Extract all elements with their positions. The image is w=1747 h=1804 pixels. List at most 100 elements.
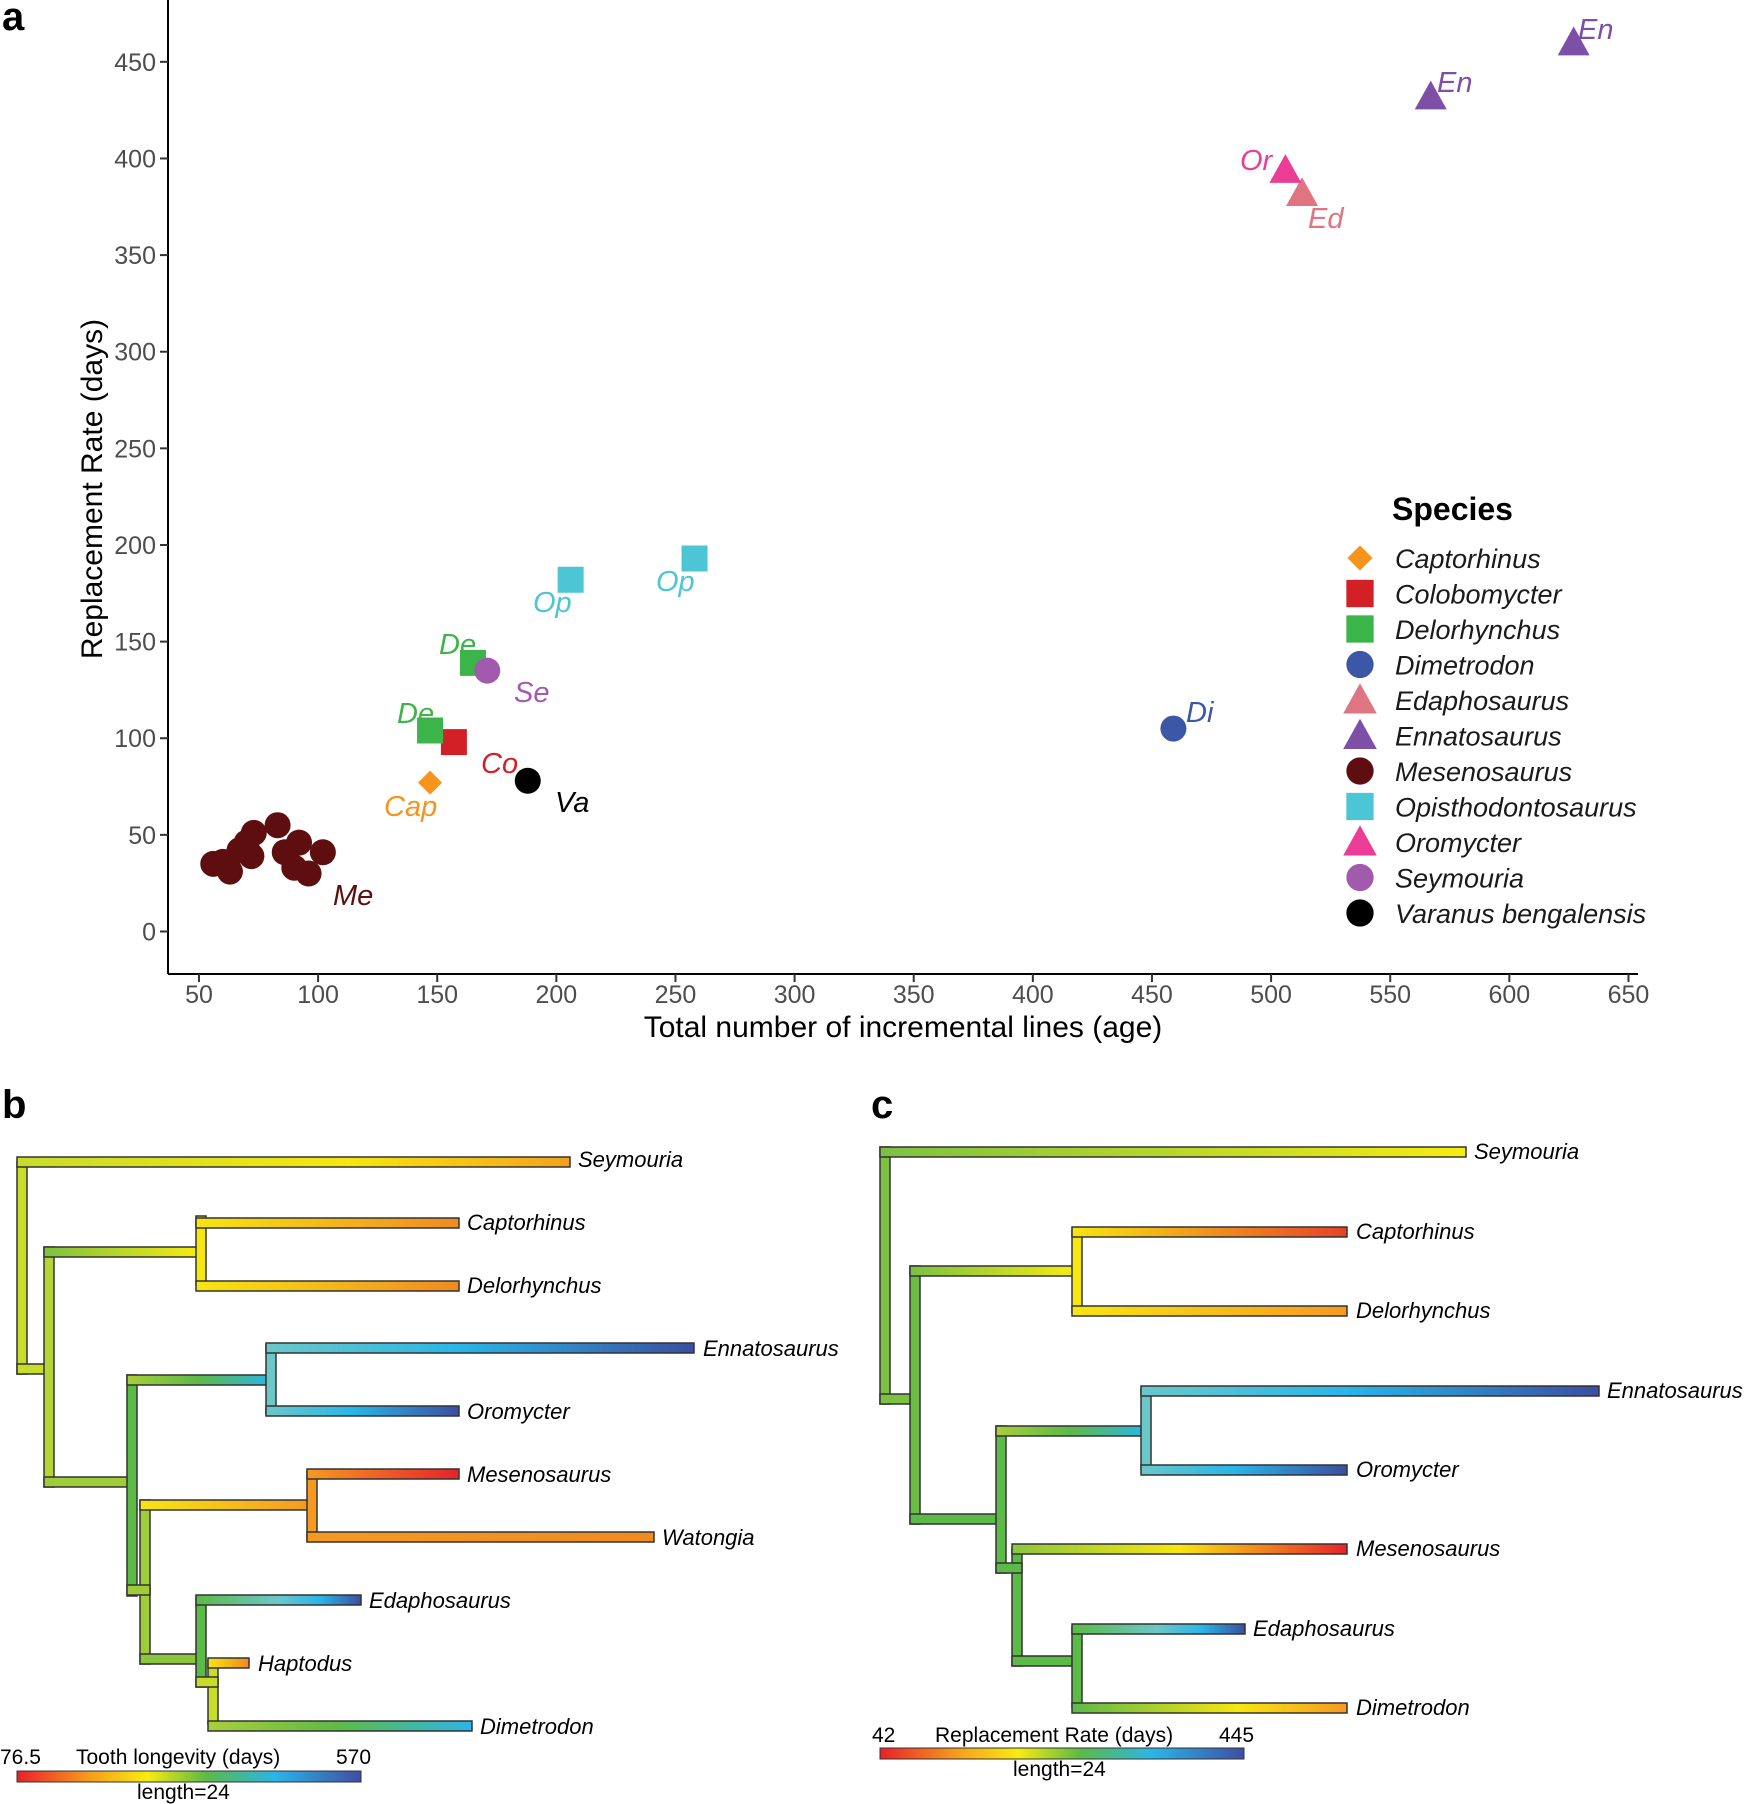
annotation-or: Or <box>1240 145 1274 177</box>
tip-label-c-delorhynchus: Delorhynchus <box>1356 1298 1491 1323</box>
y-tick-label: 200 <box>114 532 156 560</box>
branch-tip-haptodus <box>207 1657 250 1669</box>
branch-c-node2-stem <box>995 1425 1007 1574</box>
legend-key-ennatosaurus <box>1343 718 1377 749</box>
branch-c-node3-lower <box>1011 1655 1079 1667</box>
x-tick-label: 150 <box>416 981 458 1009</box>
branch-tip-mesenosaurus <box>306 1468 460 1480</box>
panel-label-b: b <box>2 1083 26 1127</box>
legend-key-opisthodontosaurus <box>1346 792 1374 821</box>
color-scale-c: 42 Replacement Rate (days) 445 length=24 <box>872 1724 1254 1781</box>
x-tick-label: 650 <box>1608 981 1650 1009</box>
branch-c-root-stem <box>879 1146 891 1405</box>
legend-key-mesenosaurus <box>1346 757 1374 785</box>
x-tick-label: 100 <box>297 981 339 1009</box>
annotation-en-1: En <box>1437 67 1472 99</box>
branch-c-tip-mesenosaurus <box>1011 1543 1348 1555</box>
branch-node5-stem <box>207 1659 219 1725</box>
branch-node3-upper <box>139 1499 311 1511</box>
branch-node2-stem <box>126 1374 138 1597</box>
annotation-en-2: En <box>1578 14 1613 46</box>
annotation-me: Me <box>333 880 373 912</box>
x-axis-title: Total number of incremental lines (age) <box>644 1011 1163 1044</box>
scale-bar-c <box>879 1747 1245 1760</box>
branch-c-tip-dimetrodon <box>1071 1702 1348 1714</box>
branch-c-node4-stem <box>1071 1626 1083 1708</box>
branch-node1-lower <box>43 1476 131 1488</box>
phylogeny-tooth-longevity: Seymouria Captorhinus Delorhynchus Ennat… <box>0 1147 839 1804</box>
legend-key-oromycter <box>1343 825 1377 856</box>
color-scale-b: 76.5 Tooth longevity (days) 570 length=2… <box>0 1746 371 1804</box>
branch-tip-watongia <box>306 1531 655 1543</box>
branch-c-node1-stem <box>909 1265 921 1525</box>
scale-min-c: 42 <box>872 1724 895 1747</box>
branch-c-tip-oromycter <box>1140 1464 1348 1476</box>
point-colobomycter <box>440 729 467 756</box>
y-tick-label: 250 <box>114 435 156 463</box>
branch-c-node3-join <box>995 1562 1023 1574</box>
y-tick-label: 150 <box>114 629 156 657</box>
point-mesenosaurus <box>216 858 243 885</box>
y-tick-label: 300 <box>114 339 156 367</box>
branch-tip-dimetrodon <box>207 1720 473 1732</box>
legend-label-varanus-bengalensis: Varanus bengalensis <box>1395 899 1646 929</box>
branch-c-capt-node <box>1071 1230 1083 1313</box>
annotation-ed: Ed <box>1308 203 1344 235</box>
branch-tip-captorhinus <box>195 1217 460 1229</box>
point-opisthodontosaurus <box>557 566 584 593</box>
scale-min-b: 76.5 <box>0 1746 41 1769</box>
y-tick-label: 350 <box>114 242 156 270</box>
annotation-cap: Cap <box>384 791 437 823</box>
point-mesenosaurus <box>286 829 313 856</box>
point-mesenosaurus <box>240 819 267 846</box>
branch-node1-stem <box>43 1246 55 1488</box>
point-mesenosaurus <box>264 812 291 839</box>
x-tick-label: 600 <box>1488 981 1530 1009</box>
y-tick-label: 50 <box>128 822 156 850</box>
tip-label-ennatosaurus: Ennatosaurus <box>703 1336 839 1361</box>
legend-title: Species <box>1392 491 1513 527</box>
legend-label-seymouria: Seymouria <box>1395 864 1524 894</box>
branch-tip-ennatosaurus <box>265 1342 695 1354</box>
x-tick-label: 250 <box>655 981 697 1009</box>
scatter-plot: 50 100 150 200 250 300 350 400 450 500 550 600 650 0… <box>76 0 1649 1044</box>
branch-meso-node <box>306 1470 318 1541</box>
scale-title-b: Tooth longevity (days) <box>76 1746 280 1769</box>
point-seymouria <box>474 657 501 684</box>
scale-title-c: Replacement Rate (days) <box>935 1724 1173 1747</box>
x-tick-label: 50 <box>185 981 213 1009</box>
y-ticks: 0 50 100 150 200 250 300 350 400 450 <box>114 49 168 946</box>
data-points <box>200 26 1590 887</box>
branch-tip-oromycter <box>265 1405 460 1417</box>
legend-items: Captorhinus Colobomycter Delorhynchus Dimet… <box>1343 544 1646 929</box>
branch-c-root-lower <box>879 1393 914 1405</box>
branch-node4-stem <box>195 1596 207 1688</box>
legend-label-mesenosaurus: Mesenosaurus <box>1395 757 1572 787</box>
branch-root-lower <box>16 1363 48 1375</box>
point-captorhinus <box>418 770 443 795</box>
legend-label-captorhinus: Captorhinus <box>1395 544 1541 574</box>
y-tick-label: 450 <box>114 49 156 77</box>
branch-c-tip-delorhynchus <box>1071 1305 1348 1317</box>
scale-caption-c: length=24 <box>1013 1758 1106 1781</box>
branch-c-tip-captorhinus <box>1071 1226 1348 1238</box>
legend-label-edaphosaurus: Edaphosaurus <box>1395 686 1569 716</box>
x-tick-label: 400 <box>1012 981 1054 1009</box>
tip-label-haptodus: Haptodus <box>258 1651 352 1676</box>
branch-c-tip-seymouria <box>879 1146 1467 1158</box>
tip-label-watongia: Watongia <box>662 1525 755 1550</box>
branch-c-tip-edaphosaurus <box>1071 1623 1246 1635</box>
x-ticks: 50 100 150 200 250 300 350 400 450 500 550 600 650 <box>185 974 1649 1009</box>
point-ennatosaurus <box>1557 26 1590 56</box>
tip-label-c-dimetrodon: Dimetrodon <box>1356 1695 1470 1720</box>
point-ennatosaurus <box>1414 80 1447 110</box>
point-mesenosaurus <box>295 860 322 887</box>
annotation-va: Va <box>555 787 589 819</box>
branch-node3-join <box>126 1584 151 1596</box>
phylogeny-replacement-rate: Seymouria Captorhinus Delorhynchus Ennat… <box>872 1139 1743 1781</box>
legend-key-colobomycter <box>1346 579 1374 608</box>
point-opisthodontosaurus <box>681 545 708 572</box>
legend-label-opisthodontosaurus: Opisthodontosaurus <box>1395 793 1637 823</box>
tip-label-mesenosaurus: Mesenosaurus <box>467 1462 611 1487</box>
branch-node2-upper <box>126 1374 273 1386</box>
